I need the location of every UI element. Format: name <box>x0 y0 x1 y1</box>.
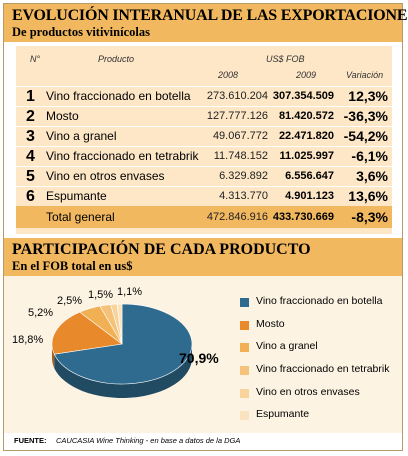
exports-title: EVOLUCIÓN INTERANUAL DE LAS EXPORTACIONE… <box>12 7 408 24</box>
table-row: 2 Mosto 127.777.126 81.420.572 -36,3% <box>16 107 392 126</box>
pie-slice <box>53 303 193 385</box>
row-value-2008: 273.610.204 <box>206 90 268 102</box>
table-divider <box>16 166 392 167</box>
col-group-header: US$ FOB <box>266 54 305 64</box>
legend-label: Espumante <box>256 408 310 420</box>
row-number: 4 <box>26 148 35 165</box>
legend-swatch <box>240 411 249 420</box>
slice-label: 2,5% <box>57 295 83 307</box>
legend-label: Vino fraccionado en botella <box>256 295 383 307</box>
total-variation: -8,3% <box>351 209 388 225</box>
table-divider <box>16 86 392 87</box>
exports-subtitle: De productos vitivinícolas <box>12 25 150 39</box>
legend-swatch <box>240 343 249 352</box>
row-variation: 13,6% <box>348 188 388 204</box>
row-value-2008: 11.748.152 <box>213 150 268 162</box>
row-product: Mosto <box>46 109 79 123</box>
row-variation: -36,3% <box>343 108 388 124</box>
col-2008-header: 2008 <box>218 70 239 80</box>
total-label: Total general <box>46 210 115 224</box>
table-divider <box>16 146 392 147</box>
row-value-2009: 22.471.820 <box>278 130 334 142</box>
total-value-2008: 472.846.916 <box>206 211 268 223</box>
col-2009-header: 2009 <box>296 70 317 80</box>
exports-table: N° Producto US$ FOB 2008 2009 Variación … <box>16 46 392 234</box>
legend-label: Vino fraccionado en tetrabrik <box>256 363 390 375</box>
legend-label: Vino en otros envases <box>256 386 360 398</box>
pie-slice <box>51 311 123 355</box>
row-value-2009: 11.025.997 <box>279 150 334 162</box>
legend-swatch <box>240 298 249 307</box>
row-value-2008: 49.067.772 <box>212 130 268 142</box>
row-value-2009: 6.556.647 <box>285 170 334 182</box>
table-row: 5 Vino en otros envases 6.329.892 6.556.… <box>16 167 392 186</box>
slice-label: 18,8% <box>12 334 44 346</box>
legend-item: Vino fraccionado en botella <box>240 295 400 311</box>
row-variation: -54,2% <box>343 128 388 144</box>
row-product: Vino a granel <box>46 129 117 143</box>
slice-label: 1,5% <box>88 289 114 301</box>
legend-swatch <box>240 321 249 330</box>
row-number: 1 <box>26 88 35 105</box>
row-variation: 12,3% <box>348 88 388 104</box>
row-product: Espumante <box>46 189 107 203</box>
legend-item: Mosto <box>240 318 400 334</box>
source-footer: FUENTE: CAUCASIA Wine Thinking - en base… <box>4 433 402 449</box>
legend-item: Espumante <box>240 408 400 424</box>
source-label: FUENTE: <box>14 436 47 445</box>
table-row: 4 Vino fraccionado en tetrabrik 11.748.1… <box>16 147 392 166</box>
table-divider <box>16 186 392 187</box>
table-row: 3 Vino a granel 49.067.772 22.471.820 -5… <box>16 127 392 146</box>
legend-label: Vino a granel <box>256 340 318 352</box>
participation-title: PARTICIPACIÓN DE CADA PRODUCTO <box>12 241 311 258</box>
pie-slice <box>116 303 123 345</box>
col-product-header: Producto <box>98 54 135 64</box>
row-product: Vino fraccionado en botella <box>46 89 191 103</box>
row-value-2009: 4.901.123 <box>285 190 334 202</box>
total-value-2009: 433.730.669 <box>272 211 334 223</box>
total-row: Total general 472.846.916 433.730.669 -8… <box>16 206 392 228</box>
participation-header: PARTICIPACIÓN DE CADA PRODUCTO En el FOB… <box>4 238 402 276</box>
row-variation: -6,1% <box>351 148 388 164</box>
pie-slice-side <box>54 344 193 398</box>
table-row: 6 Espumante 4.313.770 4.901.123 13,6% <box>16 187 392 206</box>
col-num-header: N° <box>30 54 41 64</box>
row-number: 5 <box>26 168 35 185</box>
legend-swatch <box>240 366 249 375</box>
row-value-2008: 4.313.770 <box>219 190 268 202</box>
row-value-2008: 6.329.892 <box>219 170 268 182</box>
slice-label: 70,9% <box>179 350 219 366</box>
slice-label: 1,1% <box>117 286 143 298</box>
row-variation: 3,6% <box>356 168 388 184</box>
slice-label: 5,2% <box>28 307 54 319</box>
pie-chart <box>51 303 193 398</box>
pie-chart-area: 70,9% 18,8% 5,2% 2,5% 1,5% 1,1% Vino fra… <box>4 276 402 433</box>
table-row: 1 Vino fraccionado en botella 273.610.20… <box>16 87 392 106</box>
legend-item: Vino en otros envases <box>240 386 400 402</box>
exports-header: EVOLUCIÓN INTERANUAL DE LAS EXPORTACIONE… <box>4 4 408 42</box>
row-number: 6 <box>26 188 35 205</box>
table-divider <box>16 106 392 107</box>
row-value-2009: 307.354.509 <box>272 90 334 102</box>
legend-item: Vino fraccionado en tetrabrik <box>240 363 400 379</box>
row-number: 3 <box>26 128 35 145</box>
legend-swatch <box>240 389 249 398</box>
row-value-2008: 127.777.126 <box>206 110 268 122</box>
row-product: Vino fraccionado en tetrabrik <box>46 149 199 163</box>
source-text: CAUCASIA Wine Thinking - en base a datos… <box>56 436 241 445</box>
row-value-2009: 81.420.572 <box>278 110 334 122</box>
participation-subtitle: En el FOB total en us$ <box>12 259 133 273</box>
row-product: Vino en otros envases <box>46 169 165 183</box>
col-var-header: Variación <box>346 70 384 80</box>
legend-item: Vino a granel <box>240 340 400 356</box>
table-divider <box>16 126 392 127</box>
legend-label: Mosto <box>256 318 285 330</box>
row-number: 2 <box>26 108 35 125</box>
